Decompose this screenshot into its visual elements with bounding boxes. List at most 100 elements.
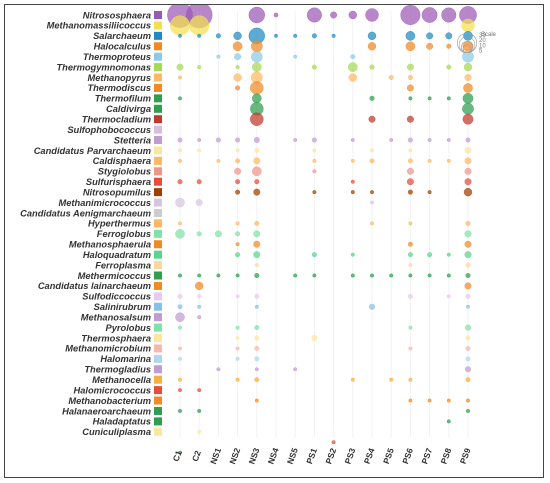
bubble <box>466 398 470 403</box>
bubble <box>293 33 298 38</box>
bubble <box>197 273 202 278</box>
bubble <box>465 220 471 226</box>
taxon-label: Candidatus lainarchaeum <box>38 281 151 291</box>
bubble <box>233 73 242 82</box>
bubble <box>216 158 221 163</box>
bubble <box>250 112 264 126</box>
taxon-label: Halanaeroarchaeum <box>62 406 151 416</box>
bubble <box>369 64 375 70</box>
bubble <box>367 42 377 51</box>
bubble <box>254 377 260 383</box>
bubble <box>446 96 451 101</box>
taxon-swatch <box>154 167 162 176</box>
bubble <box>293 367 298 372</box>
taxon-label: Hyperthermus <box>88 219 151 229</box>
bubble <box>427 96 432 101</box>
taxon-label: Ferroplasma <box>95 260 151 270</box>
size-legend-value: 20 <box>479 38 486 44</box>
taxon-swatch <box>154 271 162 280</box>
taxon-swatch <box>154 104 162 113</box>
sample-label: NS2 <box>227 446 242 465</box>
bubble <box>195 281 204 291</box>
taxon-label: Thermofilum <box>95 94 151 104</box>
bubble <box>347 62 358 72</box>
bubble <box>178 75 182 80</box>
bubble <box>408 346 413 351</box>
bubble <box>311 252 317 258</box>
taxon-label: Pyrolobus <box>106 323 151 333</box>
taxon-label: Haladaptatus <box>93 417 151 427</box>
bubble <box>312 169 317 174</box>
bubble <box>406 63 414 71</box>
bubble <box>197 388 202 393</box>
bubble <box>235 377 240 382</box>
taxon-swatch <box>154 31 162 40</box>
taxon-swatch <box>154 302 162 311</box>
bubble <box>464 74 472 81</box>
taxon-swatch <box>154 52 162 61</box>
taxon-label: Methanopyrus <box>87 73 151 83</box>
bubble <box>350 158 355 163</box>
bubble <box>197 294 202 299</box>
taxon-label: Methanobacterium <box>68 396 151 406</box>
taxon-label: Thermogymnomonas <box>56 62 151 72</box>
bubble <box>408 148 413 153</box>
bubble <box>311 137 317 143</box>
bubble <box>408 398 413 403</box>
sample-label: PS5 <box>381 446 396 465</box>
bubble <box>189 15 210 36</box>
bubble <box>407 241 413 247</box>
figure-frame: Nitrososphaera Methanomassiliicoccus Salar… <box>4 4 544 478</box>
bubble <box>389 273 394 278</box>
bubble <box>293 273 298 278</box>
bubble <box>178 158 182 163</box>
taxon-swatch <box>154 146 162 155</box>
sample-label: PS1 <box>304 446 319 465</box>
taxon-label: Methanosphaerula <box>69 240 151 250</box>
bubble <box>178 33 182 38</box>
bubble <box>405 41 416 52</box>
bubble <box>197 315 202 320</box>
bubble <box>253 251 261 259</box>
bubble <box>253 137 260 144</box>
taxon-swatch <box>154 250 162 259</box>
taxon-label: Halomarina <box>100 354 151 364</box>
bubble <box>235 85 241 91</box>
taxon-label: Methanomassiliicoccus <box>47 21 151 31</box>
taxon-swatch <box>154 63 162 72</box>
bubble <box>235 148 240 153</box>
sample-label: PS3 <box>343 446 358 465</box>
taxon-label: Methanosalsum <box>81 312 151 322</box>
bubble <box>251 62 262 72</box>
bubble <box>389 377 394 382</box>
taxon-swatch <box>154 188 162 197</box>
taxon-labels: NitrososphaeraMethanomassiliicoccusSalar… <box>20 10 151 437</box>
bubble <box>330 11 338 19</box>
taxon-swatch <box>154 115 162 124</box>
bubble <box>177 137 183 143</box>
bubble <box>214 230 222 238</box>
bubble <box>235 273 240 278</box>
bubble <box>427 273 432 278</box>
bubble <box>406 167 414 175</box>
bubble <box>427 398 432 403</box>
bubble <box>178 408 182 413</box>
bubble <box>235 325 240 330</box>
bubble <box>253 230 261 238</box>
bubble <box>465 293 471 299</box>
bubble <box>446 252 451 257</box>
sample-label: PS6 <box>400 446 415 465</box>
bubble <box>175 197 185 208</box>
bubble <box>311 64 317 70</box>
taxon-swatch <box>154 240 162 249</box>
bubble <box>370 148 374 153</box>
bubble <box>250 81 264 95</box>
bubble <box>233 31 242 41</box>
bubble <box>293 54 298 59</box>
bubble <box>464 282 472 290</box>
sample-label: C1 <box>171 449 184 463</box>
bubble <box>465 137 471 143</box>
bubble <box>306 7 322 23</box>
bubble <box>178 450 182 455</box>
taxon-label: Sulfophobococcus <box>67 125 151 135</box>
